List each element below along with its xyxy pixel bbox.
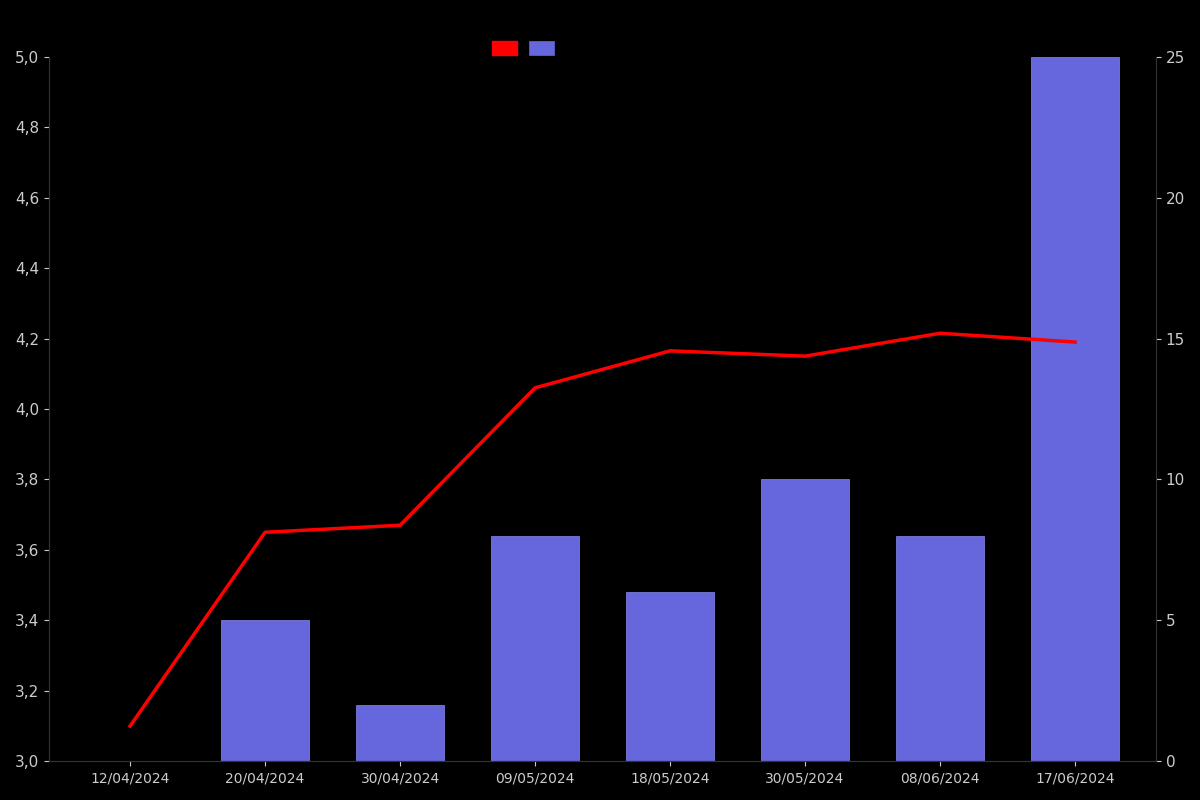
Bar (1031, 57, 1118, 762)
Bar (896, 536, 984, 762)
Bar (761, 479, 848, 762)
Legend: , : , (487, 35, 563, 62)
Bar (626, 592, 714, 762)
Bar (356, 705, 444, 762)
Bar (491, 536, 578, 762)
Bar (221, 620, 308, 762)
